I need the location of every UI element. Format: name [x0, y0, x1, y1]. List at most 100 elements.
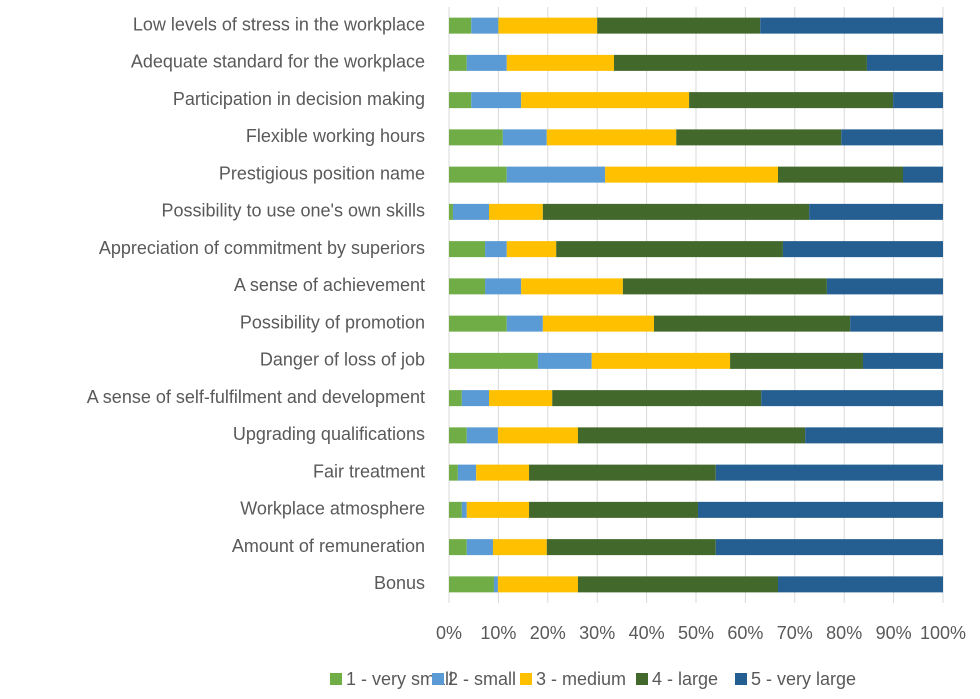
bar-segment	[689, 92, 894, 109]
legend-label: 3 - medium	[536, 669, 626, 689]
legend-swatch	[735, 673, 747, 685]
x-tick-label: 100%	[920, 623, 966, 643]
bar-segment	[498, 17, 598, 34]
y-tick-label: Upgrading qualifications	[233, 424, 425, 444]
bar-segment	[449, 576, 494, 593]
x-tick-label: 70%	[777, 623, 813, 643]
bar-segment	[862, 352, 943, 369]
bar-segment	[622, 278, 827, 295]
y-tick-label: Participation in decision making	[173, 89, 425, 109]
bar-segment	[449, 390, 462, 407]
bar-segment	[506, 54, 614, 71]
bar-segment	[492, 539, 547, 556]
bar-segment	[506, 166, 606, 183]
bar-segment	[471, 17, 499, 34]
legend-label: 4 - large	[652, 669, 718, 689]
y-tick-label: Bonus	[374, 573, 425, 593]
bar-segment	[778, 166, 903, 183]
bar-segment	[782, 241, 943, 258]
bar-segment	[605, 166, 779, 183]
x-tick-label: 90%	[876, 623, 912, 643]
x-tick-label: 60%	[727, 623, 763, 643]
bar-segment	[542, 315, 655, 332]
bar-segment	[577, 427, 806, 444]
bar-segment	[449, 278, 486, 295]
bar-segment	[613, 54, 867, 71]
bar-segment	[521, 92, 690, 109]
bar-segment	[577, 576, 779, 593]
y-tick-label: Workplace atmosphere	[240, 499, 425, 519]
bar-segment	[778, 576, 943, 593]
bar-segment	[529, 464, 716, 481]
bar-segment	[449, 54, 467, 71]
bar-segment	[457, 464, 477, 481]
bar-segment	[449, 92, 472, 109]
bar-segment	[506, 315, 543, 332]
x-tick-label: 30%	[579, 623, 615, 643]
y-tick-label: Amount of remuneration	[232, 536, 425, 556]
bar-segment	[542, 203, 810, 220]
x-tick-label: 20%	[530, 623, 566, 643]
legend-label: 1 - very small	[346, 669, 453, 689]
x-tick-label: 0%	[436, 623, 462, 643]
bar-segment	[826, 278, 943, 295]
y-tick-label: Flexible working hours	[246, 126, 425, 146]
bar-segment	[493, 576, 498, 593]
bar-segment	[466, 427, 498, 444]
bar-segment	[506, 241, 557, 258]
x-tick-label: 50%	[678, 623, 714, 643]
bar-segment	[449, 352, 538, 369]
y-tick-label: Prestigious position name	[219, 163, 425, 183]
y-tick-label: Fair treatment	[313, 461, 425, 481]
bar-segment	[591, 352, 731, 369]
legend-swatch	[330, 673, 342, 685]
bar-segment	[489, 203, 543, 220]
x-tick-label: 10%	[480, 623, 516, 643]
bar-segment	[485, 241, 507, 258]
bar-segment	[546, 129, 677, 146]
x-tick-label: 80%	[826, 623, 862, 643]
bar-segment	[471, 92, 522, 109]
bar-segment	[676, 129, 842, 146]
bar-segment	[497, 427, 578, 444]
bar-segment	[546, 539, 716, 556]
bar-segment	[449, 166, 507, 183]
legend-label: 5 - very large	[751, 669, 856, 689]
y-tick-label: Appreciation of commitment by superiors	[99, 238, 425, 258]
bar-segment	[521, 278, 623, 295]
bar-segment	[489, 390, 553, 407]
bar-segment	[697, 501, 943, 518]
legend-swatch	[432, 673, 444, 685]
bar-segment	[715, 539, 943, 556]
bar-segment	[760, 17, 943, 34]
y-tick-label: Possibility to use one's own skills	[161, 201, 425, 221]
y-tick-label: A sense of self-fulfilment and developme…	[87, 387, 425, 407]
bar-segment	[449, 539, 467, 556]
bar-segment	[449, 17, 472, 34]
bar-segment	[449, 129, 503, 146]
legend-swatch	[636, 673, 648, 685]
bar-segment	[502, 129, 547, 146]
bar-segment	[866, 54, 943, 71]
bar-segment	[809, 203, 943, 220]
bar-segment	[597, 17, 761, 34]
bar-segment	[537, 352, 592, 369]
bar-segment	[466, 54, 507, 71]
y-tick-label: Possibility of promotion	[240, 312, 425, 332]
bar-segment	[476, 464, 530, 481]
bar-segment	[449, 241, 486, 258]
y-tick-label: Danger of loss of job	[260, 350, 425, 370]
bar-segment	[552, 390, 762, 407]
bar-segment	[497, 576, 578, 593]
legend-label: 2 - small	[448, 669, 516, 689]
bar-segment	[841, 129, 943, 146]
bar-segment	[556, 241, 783, 258]
bar-segment	[654, 315, 851, 332]
bar-segment	[485, 278, 522, 295]
bar-segment	[449, 203, 453, 220]
bar-segment	[449, 501, 462, 518]
bar-segment	[715, 464, 943, 481]
bar-segment	[730, 352, 863, 369]
bar-segment	[466, 539, 493, 556]
